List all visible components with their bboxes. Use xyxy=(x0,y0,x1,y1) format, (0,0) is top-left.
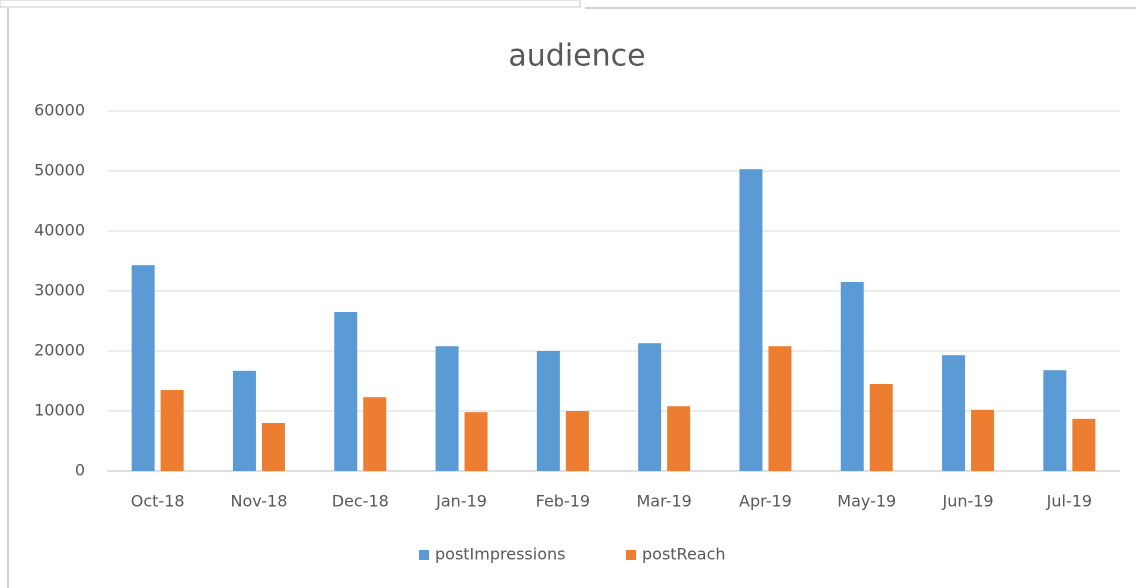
bar xyxy=(334,312,358,471)
x-tick-label: Apr-19 xyxy=(739,492,792,511)
cell-box xyxy=(0,0,581,8)
x-tick-label: Jun-19 xyxy=(941,492,993,511)
y-tick-label: 20000 xyxy=(34,341,85,360)
y-tick-label: 60000 xyxy=(34,101,85,120)
y-tick-label: 30000 xyxy=(34,281,85,300)
bar xyxy=(160,390,184,471)
x-tick-label: Feb-19 xyxy=(536,492,590,511)
bar xyxy=(869,384,893,471)
legend-swatch xyxy=(419,550,429,560)
bar xyxy=(942,355,966,471)
bar xyxy=(536,351,560,471)
bar xyxy=(638,343,662,471)
x-tick-label: Jul-19 xyxy=(1046,492,1092,511)
legend-label: postImpressions xyxy=(435,545,565,564)
bar xyxy=(565,411,589,471)
bar xyxy=(131,265,155,471)
x-tick-label: Nov-18 xyxy=(230,492,287,511)
legend-label: postReach xyxy=(642,545,726,564)
y-tick-label: 10000 xyxy=(34,401,85,420)
y-tick-label: 0 xyxy=(75,461,85,480)
x-tick-label: May-19 xyxy=(837,492,896,511)
x-tick-label: Dec-18 xyxy=(332,492,389,511)
y-tick-label: 50000 xyxy=(34,161,85,180)
bar xyxy=(971,409,995,471)
y-tick-label: 40000 xyxy=(34,221,85,240)
bar xyxy=(464,412,488,471)
bar xyxy=(232,370,256,471)
bar xyxy=(363,397,387,471)
bar xyxy=(1043,370,1067,471)
bar xyxy=(739,169,763,471)
bar xyxy=(768,346,792,471)
bar xyxy=(261,423,285,471)
bar xyxy=(667,406,691,471)
x-tick-label: Oct-18 xyxy=(131,492,185,511)
bar xyxy=(840,282,864,471)
legend-swatch xyxy=(626,550,636,560)
x-tick-label: Mar-19 xyxy=(637,492,692,511)
x-tick-label: Jan-19 xyxy=(435,492,487,511)
chart-title: audience xyxy=(508,39,645,74)
bar xyxy=(435,346,459,471)
bar xyxy=(1072,418,1096,471)
